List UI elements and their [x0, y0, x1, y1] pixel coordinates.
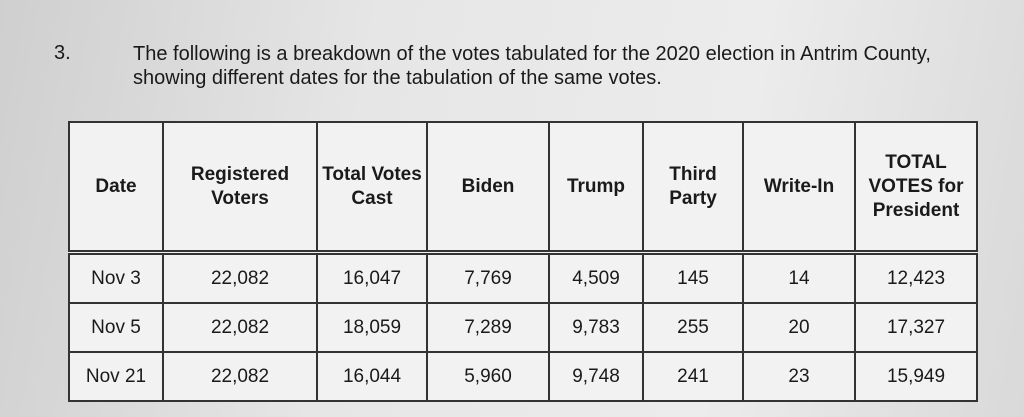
votes-table: Date Registered Voters Total Votes Cast Bid…	[68, 121, 978, 402]
column-header: Biden	[426, 121, 550, 255]
item-number: 3.	[54, 42, 71, 64]
column-header: Trump	[548, 121, 644, 255]
table-cell: 15,949	[854, 351, 978, 402]
table-cell: 23	[742, 351, 856, 402]
column-header: Third Party	[642, 121, 744, 255]
table-cell: 7,289	[426, 302, 550, 353]
table-cell: Nov 3	[68, 251, 164, 304]
table-cell: 14	[742, 251, 856, 304]
table-cell: 20	[742, 302, 856, 353]
table-cell: 22,082	[162, 251, 318, 304]
table-cell: 241	[642, 351, 744, 402]
table-row: Nov 5 22,082 18,059 7,289 9,783 255 20 17,327	[68, 302, 978, 353]
table-cell: 255	[642, 302, 744, 353]
table-cell: Nov 5	[68, 302, 164, 353]
table-cell: 18,059	[316, 302, 428, 353]
table-cell: 12,423	[854, 251, 978, 304]
table-cell: 22,082	[162, 351, 318, 402]
column-header: TOTAL VOTES for President	[854, 121, 978, 255]
table-cell: 9,783	[548, 302, 644, 353]
item-text: The following is a breakdown of the vote…	[133, 43, 931, 89]
table-row: Nov 3 22,082 16,047 7,769 4,509 145 14 12,423	[68, 251, 978, 304]
table-cell: 5,960	[426, 351, 550, 402]
table-cell: 17,327	[854, 302, 978, 353]
column-header: Write-In	[742, 121, 856, 255]
table-cell: 22,082	[162, 302, 318, 353]
table-cell: Nov 21	[68, 351, 164, 402]
table-cell: 145	[642, 251, 744, 304]
table-cell: 9,748	[548, 351, 644, 402]
table-body: Nov 3 22,082 16,047 7,769 4,509 145 14 12,423 No…	[68, 251, 978, 402]
column-header: Total Votes Cast	[316, 121, 428, 255]
table-cell: 16,044	[316, 351, 428, 402]
column-header: Registered Voters	[162, 121, 318, 255]
table-cell: 7,769	[426, 251, 550, 304]
header-row: Date Registered Voters Total Votes Cast Bid…	[68, 121, 978, 255]
table-row: Nov 21 22,082 16,044 5,960 9,748 241 23 15,949	[68, 351, 978, 402]
table-cell: 16,047	[316, 251, 428, 304]
column-header: Date	[68, 121, 164, 255]
table-cell: 4,509	[548, 251, 644, 304]
